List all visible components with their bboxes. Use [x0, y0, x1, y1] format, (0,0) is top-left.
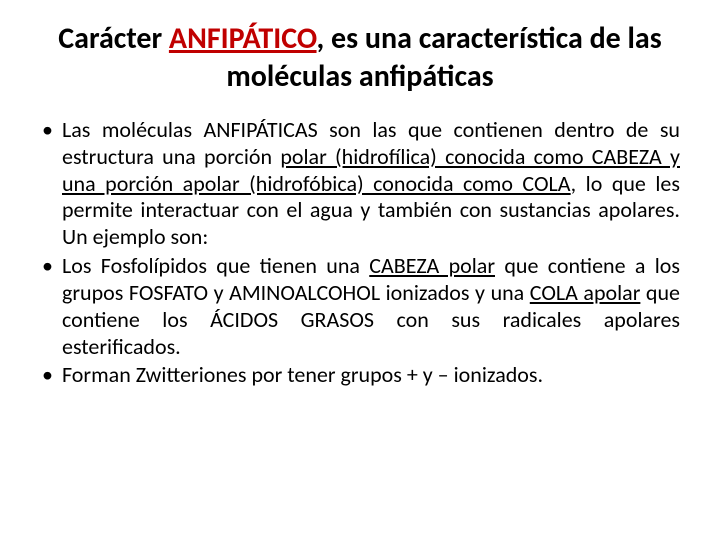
- slide-title: Carácter ANFIPÁTICO, es una característi…: [40, 20, 680, 95]
- title-highlight: ANFIPÁTICO: [169, 20, 317, 57]
- bullet-text: Los Fosfolípidos que tienen una: [62, 252, 369, 279]
- bullet-underline: COLA apolar: [530, 279, 641, 306]
- list-item: Los Fosfolípidos que tienen una CABEZA p…: [40, 253, 680, 360]
- bullet-underline: CABEZA polar: [369, 252, 495, 279]
- bullet-list: Las moléculas ANFIPÁTICAS son las que co…: [40, 117, 680, 389]
- title-part1: Carácter: [58, 20, 169, 57]
- list-item: Las moléculas ANFIPÁTICAS son las que co…: [40, 117, 680, 251]
- list-item: Forman Zwitteriones por tener grupos + y…: [40, 362, 680, 389]
- bullet-text: Forman Zwitteriones por tener grupos + y…: [62, 361, 543, 388]
